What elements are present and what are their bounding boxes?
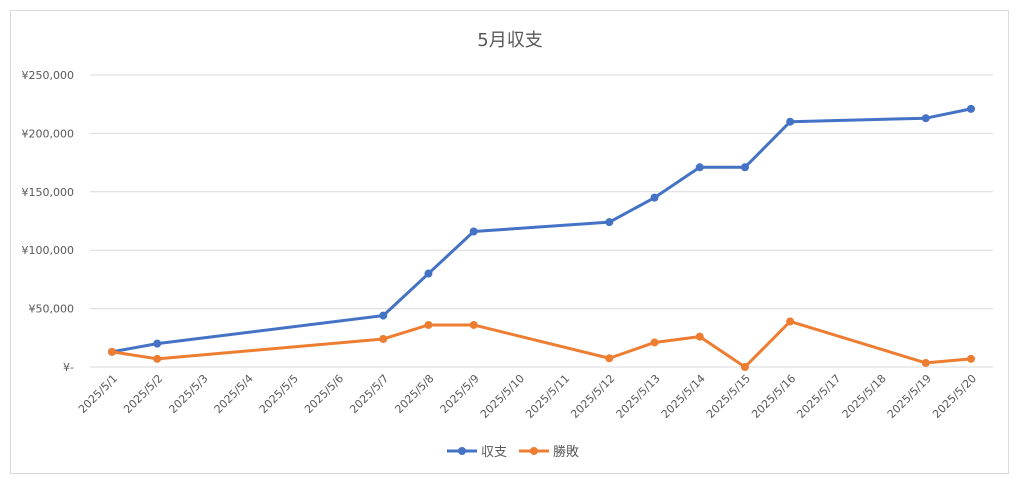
data-point (740, 163, 749, 172)
series-lines (108, 104, 975, 371)
x-tick-label: 2025/5/14 (659, 372, 708, 421)
x-tick-label: 2025/5/5 (257, 372, 301, 416)
data-point (695, 332, 704, 341)
y-axis-ticks: ¥- ¥50,000 ¥100,000 ¥150,000 ¥200,000 ¥250,00… (22, 69, 75, 374)
x-tick-label: 2025/5/6 (302, 372, 346, 416)
data-point (740, 363, 749, 371)
series-line (111, 107, 972, 354)
x-tick-label: 2025/5/3 (166, 372, 210, 416)
x-tick-label: 2025/5/10 (478, 372, 527, 421)
series-line (111, 319, 972, 369)
chart-frame (10, 10, 1009, 474)
y-tick-label: ¥100,000 (22, 244, 75, 257)
data-point (921, 114, 930, 123)
data-point (695, 163, 704, 172)
data-point (650, 193, 659, 202)
x-tick-label: 2025/5/12 (568, 372, 617, 421)
legend-label: 勝敗 (553, 445, 579, 460)
x-tick-label: 2025/5/20 (930, 372, 979, 421)
data-point (424, 269, 433, 278)
x-tick-label: 2025/5/2 (121, 372, 165, 416)
x-tick-label: 2025/5/9 (438, 372, 482, 416)
data-point (424, 320, 433, 329)
y-tick-label: ¥250,000 (22, 69, 75, 82)
data-point (605, 218, 614, 227)
legend-marker (530, 447, 538, 455)
data-point (921, 358, 930, 367)
x-tick-label: 2025/5/11 (523, 372, 572, 421)
x-axis-ticks: 2025/5/1 2025/5/2 2025/5/3 2025/5/4 2025/5/5… (76, 372, 979, 421)
gridlines (90, 74, 993, 368)
data-point (379, 311, 388, 320)
legend-label: 収支 (481, 445, 507, 460)
y-tick-label: ¥- (63, 361, 74, 374)
data-point (786, 317, 795, 326)
data-point (469, 227, 478, 236)
data-point (605, 354, 614, 363)
legend-marker (458, 447, 466, 455)
data-point (153, 354, 162, 363)
data-point (379, 334, 388, 343)
x-tick-label: 2025/5/15 (704, 372, 753, 421)
data-point (108, 347, 116, 356)
y-tick-label: ¥200,000 (22, 127, 75, 140)
y-tick-label: ¥150,000 (22, 186, 75, 199)
x-tick-label: 2025/5/13 (614, 372, 663, 421)
x-tick-label: 2025/5/19 (885, 372, 934, 421)
data-point (469, 320, 478, 329)
x-tick-label: 2025/5/1 (76, 372, 120, 416)
x-tick-label: 2025/5/16 (749, 372, 798, 421)
data-point (650, 338, 659, 347)
y-tick-label: ¥50,000 (29, 303, 75, 316)
data-point (786, 117, 795, 126)
data-point (967, 104, 975, 113)
x-tick-label: 2025/5/7 (347, 372, 391, 416)
chart-title: 5月収支 (477, 30, 542, 51)
x-tick-label: 2025/5/4 (212, 372, 256, 416)
data-point (967, 354, 975, 363)
x-tick-label: 2025/5/18 (840, 372, 889, 421)
x-tick-label: 2025/5/8 (392, 372, 436, 416)
data-point (153, 339, 162, 348)
x-tick-label: 2025/5/17 (794, 372, 843, 421)
legend: 収支 勝敗 (447, 445, 579, 460)
